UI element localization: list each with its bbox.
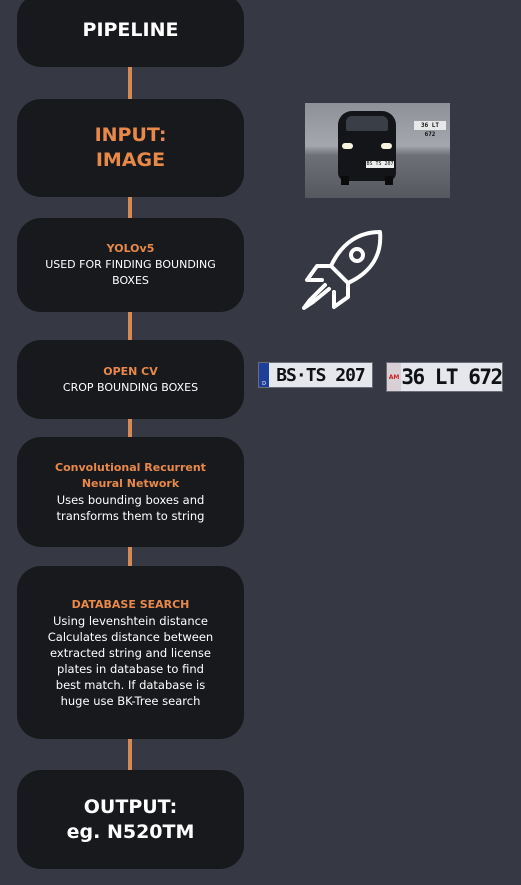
car-headlight-right: [381, 143, 392, 149]
rocket-icon: [302, 230, 383, 310]
step-output-subtitle: eg. N520TM: [66, 820, 195, 843]
step-input: INPUT: IMAGE: [17, 99, 244, 197]
step-yolo-body: USED FOR FINDING BOUNDING BOXES: [45, 258, 216, 287]
step-database: DATABASE SEARCH Using levenshtein distan…: [17, 566, 244, 739]
step-database-title: DATABASE SEARCH: [71, 597, 190, 611]
connector-5: [128, 547, 132, 566]
car-image-background-plate: 36 LT 672: [414, 121, 446, 138]
car-headlight-left: [342, 143, 353, 149]
car-windshield: [346, 116, 388, 131]
connector-4: [128, 419, 132, 437]
car-wheel-left: [341, 176, 349, 185]
step-output-title: OUTPUT:: [83, 795, 178, 818]
connector-6: [128, 739, 132, 770]
pipeline-title-box: PIPELINE: [17, 0, 244, 67]
step-crnn: Convolutional Recurrent Neural Network U…: [17, 437, 244, 547]
step-opencv: OPEN CV CROP BOUNDING BOXES: [17, 340, 244, 419]
step-yolo-title: YOLOv5: [106, 242, 155, 255]
plate-eu-band: D: [259, 363, 269, 387]
step-opencv-body: CROP BOUNDING BOXES: [62, 380, 199, 394]
step-database-body: Using levenshtein distance Calculates di…: [47, 613, 214, 708]
car-image: 36 LT 672 BS TS 207: [305, 103, 450, 198]
plate-country-band: AM: [387, 363, 401, 391]
step-yolo: YOLOv5 USED FOR FINDING BOUNDING BOXES: [17, 218, 244, 312]
pipeline-title: PIPELINE: [82, 19, 179, 41]
connector-3: [128, 312, 132, 340]
connector-2: [128, 197, 132, 218]
step-crnn-body: Uses bounding boxes and transforms them …: [56, 493, 205, 523]
step-input-title: INPUT:: [94, 124, 167, 146]
car-wheel-right: [385, 176, 393, 185]
step-crnn-title: Convolutional Recurrent Neural Network: [55, 461, 206, 490]
license-plate-crop-2: AM 36 LT 672: [386, 362, 503, 392]
step-output: OUTPUT: eg. N520TM: [17, 770, 244, 869]
car-image-front-plate: BS TS 207: [366, 161, 394, 168]
step-input-subtitle: IMAGE: [95, 149, 166, 171]
plate-text: 36 LT 672: [401, 365, 502, 389]
plate-text: BS·TS 207: [276, 364, 366, 386]
license-plate-crop-1: D BS·TS 207: [258, 362, 373, 388]
connector-1: [128, 67, 132, 100]
step-opencv-title: OPEN CV: [103, 364, 158, 378]
